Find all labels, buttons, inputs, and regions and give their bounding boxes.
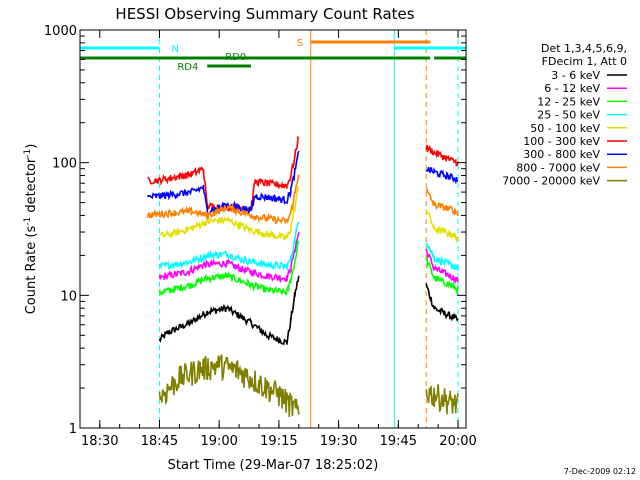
x-axis-label: Start Time (29-Mar-07 18:25:02) [168, 458, 379, 473]
y-tick-label-100: 100 [52, 157, 77, 172]
flag-label-rd0: RD0 [225, 52, 246, 63]
y-axis-label: Count Rate (s-1 detector-1) [23, 144, 39, 315]
legend-label-100-300-kev: 100 - 300 keV [523, 135, 600, 148]
legend-header-line-1: Det 1,3,4,5,6,9, [541, 42, 627, 55]
legend-label-3-6-kev: 3 - 6 keV [551, 69, 600, 82]
series-line-3-6-kev [158, 275, 459, 346]
flag-label-s: S [297, 38, 303, 49]
y-tick-label-1: 1 [69, 422, 77, 437]
y-tick-label-1000: 1000 [44, 24, 77, 39]
x-tick-label-19-45: 19:45 [380, 434, 417, 449]
x-tick-label-18-45: 18:45 [141, 434, 178, 449]
legend: Det 1,3,4,5,6,9, FDecim 1, Att 0 3 - 6 k… [502, 42, 627, 188]
legend-label-50-100-kev: 50 - 100 keV [530, 122, 600, 135]
series-line-7000-20000-kev [158, 354, 459, 418]
flag-label-rd4: RD4 [177, 62, 198, 73]
generation-timestamp: 7-Dec-2009 02:12 [564, 467, 636, 476]
x-tick-label-20-00: 20:00 [439, 434, 476, 449]
series-line-6-12-kev [158, 232, 459, 285]
x-tick-label-19-15: 19:15 [260, 434, 297, 449]
plot-area: N S RD0 RD4 [79, 30, 466, 428]
chart-title: HESSI Observing Summary Count Rates [115, 5, 414, 23]
series-line-100-300-kev [147, 135, 459, 214]
x-tick-label-19-00: 19:00 [200, 434, 237, 449]
legend-label-25-50-kev: 25 - 50 keV [537, 109, 600, 122]
y-axis: 1 10 100 1000 [44, 24, 466, 437]
x-tick-label-19-30: 19:30 [320, 434, 357, 449]
x-tick-label-18-30: 18:30 [81, 434, 118, 449]
series-line-800-7000-kev [146, 174, 459, 225]
x-axis: 18:30 18:45 19:00 19:15 19:30 19:45 20:00 [81, 30, 477, 449]
series-line-12-25-kev [158, 238, 459, 296]
legend-label-12-25-kev: 12 - 25 keV [537, 95, 600, 108]
legend-header-line-2: FDecim 1, Att 0 [542, 55, 627, 68]
flag-label-n: N [171, 44, 178, 55]
series-line-25-50-kev [159, 221, 459, 272]
series-line-300-800-kev [146, 150, 458, 216]
series-line-50-100-kev [159, 185, 459, 244]
legend-label-6-12-kev: 6 - 12 keV [544, 82, 600, 95]
y-tick-label-10: 10 [60, 289, 77, 304]
plot-frame [79, 29, 467, 429]
legend-label-300-800-kev: 300 - 800 keV [523, 148, 600, 161]
legend-label-800-7000-kev: 800 - 7000 keV [516, 161, 600, 174]
legend-label-7000-20000-kev: 7000 - 20000 keV [502, 175, 600, 188]
